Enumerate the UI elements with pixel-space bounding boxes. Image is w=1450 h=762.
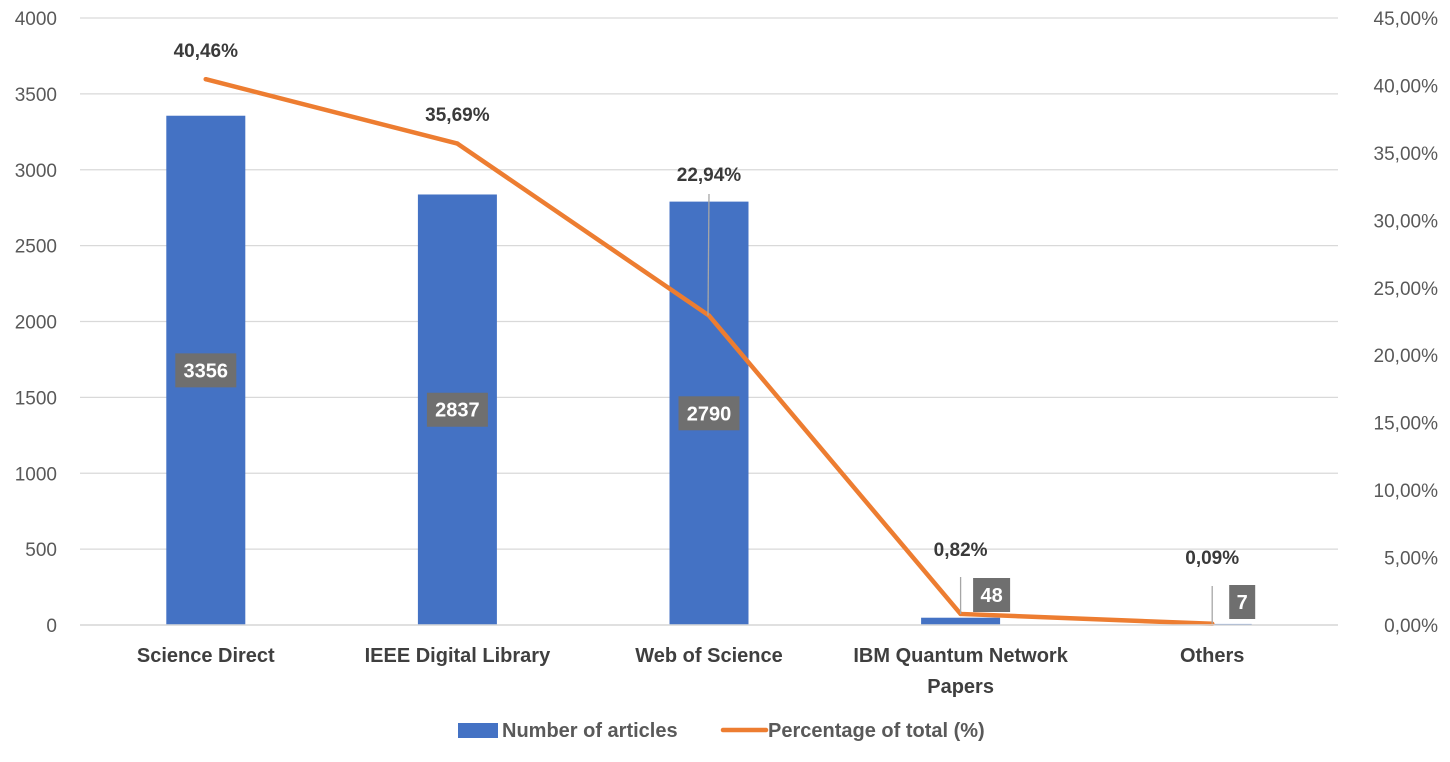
y-right-tick-label: 25,00%	[1374, 279, 1439, 300]
y-left-tick-label: 4000	[15, 9, 57, 30]
percentage-value-label: 0,82%	[934, 540, 988, 561]
line-point[interactable]	[455, 141, 460, 146]
y-left-tick-label: 500	[25, 540, 57, 561]
bar-value-label: 7	[1237, 592, 1248, 614]
y-right-tick-label: 10,00%	[1374, 481, 1439, 502]
x-category-label: Papers	[927, 676, 994, 698]
x-category-label: Others	[1180, 645, 1244, 667]
y-right-tick-label: 45,00%	[1374, 9, 1439, 30]
y-right-tick-label: 0,00%	[1384, 616, 1438, 637]
bar-value-label-box	[175, 353, 237, 388]
leader-lines	[707, 193, 1213, 624]
y-left-tick-label: 1000	[15, 464, 57, 485]
axes: 0 500 1000 1500 2000 2500 3000 3500 4000 0,00% 5,0…	[15, 9, 1438, 698]
bar-value-label-box	[426, 392, 488, 427]
bar-value-label-box	[973, 578, 1011, 612]
legend-line-label[interactable]: Percentage of total (%)	[768, 720, 985, 742]
line-series	[203, 76, 1215, 627]
y-right-tick-label: 5,00%	[1384, 549, 1438, 570]
percentage-value-label: 40,46%	[174, 41, 239, 62]
percentage-value-label: 0,09%	[1185, 548, 1239, 569]
y-left-tick-label: 3500	[15, 85, 57, 106]
bar-value-label: 48	[980, 585, 1002, 607]
y-right-tick-label: 20,00%	[1374, 346, 1439, 367]
percentage-value-label: 22,94%	[677, 165, 742, 186]
y-left-tick-label: 1500	[15, 388, 57, 409]
bar-value-label: 2837	[435, 400, 480, 422]
x-category-label: IBM Quantum Network	[853, 645, 1068, 667]
bar-value-label-box	[678, 396, 740, 431]
y-right-tick-label: 35,00%	[1374, 144, 1439, 165]
legend[interactable]: Number of articles Percentage of total (%…	[458, 720, 985, 742]
y-left-tick-label: 0	[46, 616, 57, 637]
y-right-tick-label: 15,00%	[1374, 414, 1439, 435]
y-right-tick-label: 30,00%	[1374, 211, 1439, 232]
bar-value-label: 2790	[687, 403, 732, 425]
y-left-tick-label: 3000	[15, 161, 57, 182]
data-labels: 3356 2837 2790 48 7 40,46% 35,69% 22,94% 0,82% 0,…	[174, 41, 1256, 619]
legend-bar-label[interactable]: Number of articles	[502, 720, 678, 742]
x-category-label: Science Direct	[137, 645, 275, 667]
leader-line	[707, 193, 710, 316]
percentage-value-label: 35,69%	[425, 105, 490, 126]
bar-value-label-box	[1229, 585, 1256, 619]
y-left-tick-label: 2500	[15, 237, 57, 258]
line-point[interactable]	[203, 77, 208, 82]
legend-bar-swatch[interactable]	[458, 723, 498, 738]
x-category-label: IEEE Digital Library	[365, 645, 551, 667]
bar-value-label: 3356	[184, 360, 229, 382]
bar-ibm-quantum-network-papers[interactable]	[921, 617, 1001, 625]
y-right-tick-label: 40,00%	[1374, 76, 1439, 97]
y-left-tick-label: 2000	[15, 313, 57, 334]
x-category-label: Web of Science	[635, 645, 782, 667]
